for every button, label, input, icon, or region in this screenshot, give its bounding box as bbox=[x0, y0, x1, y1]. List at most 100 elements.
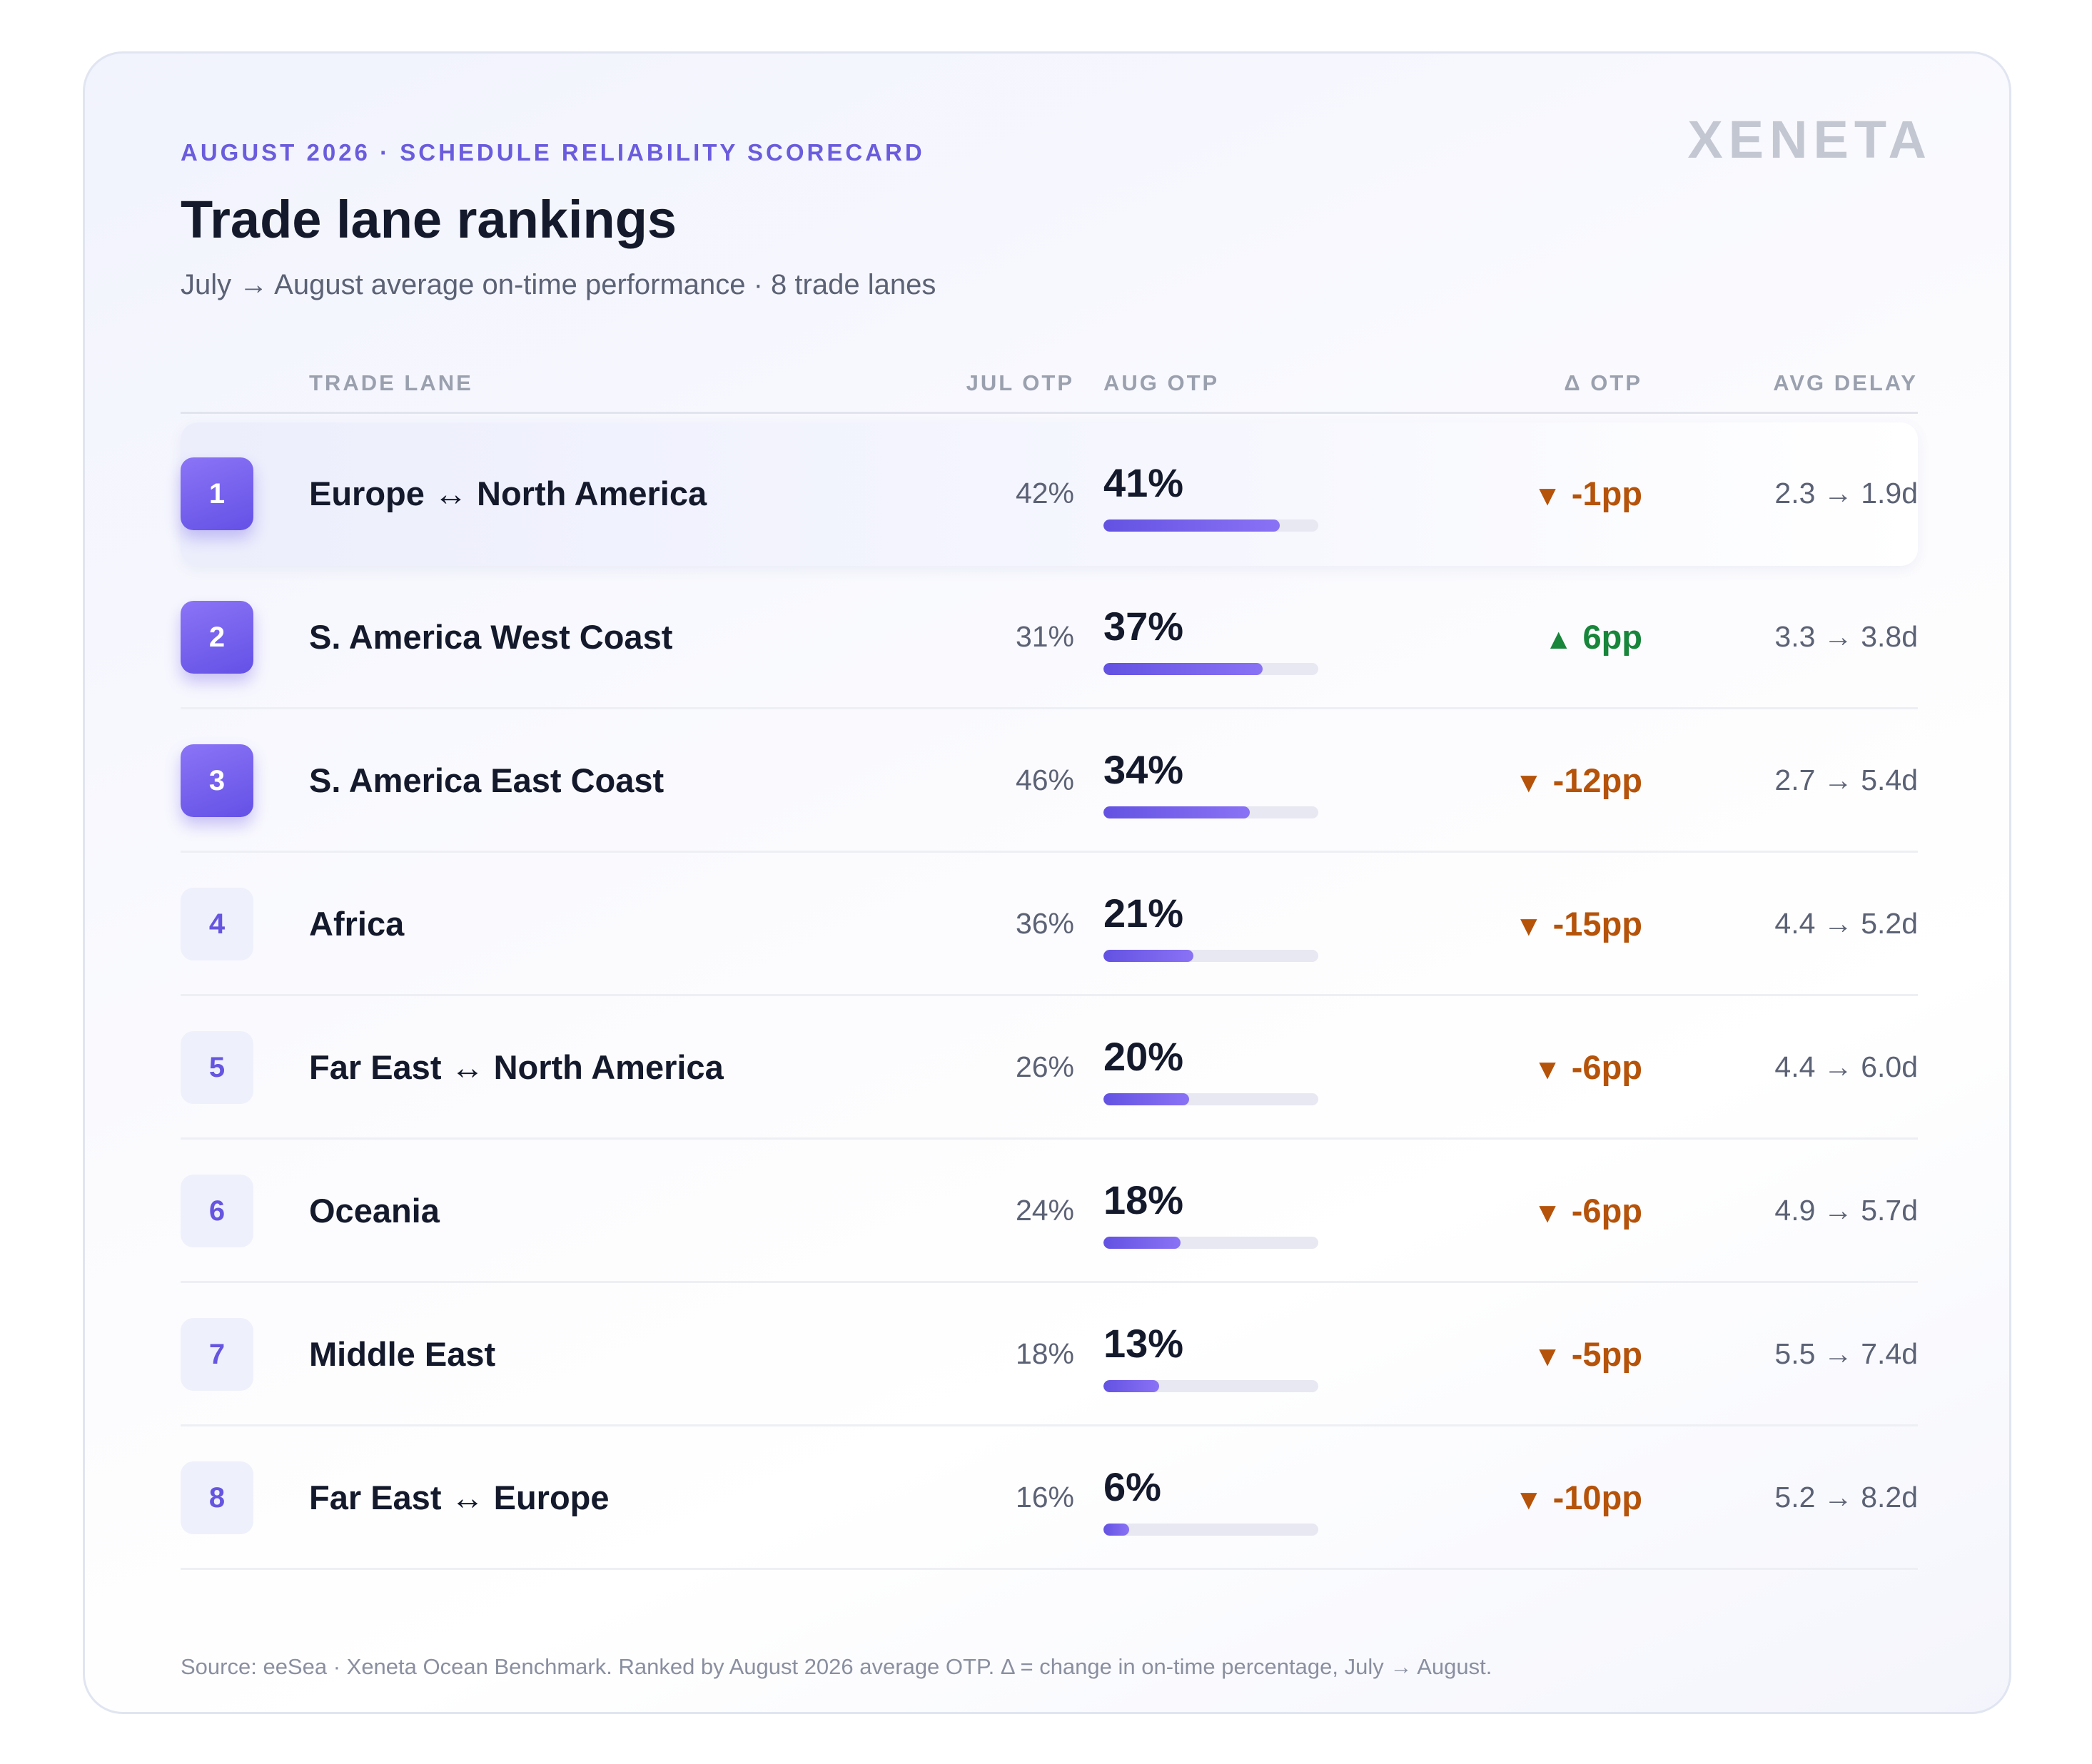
delta-otp: ▲ 6pp bbox=[1545, 617, 1642, 657]
trade-lane-name: Far East ↔ Europe bbox=[309, 1479, 610, 1516]
triangle-down-icon: ▼ bbox=[1533, 1197, 1562, 1229]
page-title: Trade lane rankings bbox=[181, 190, 677, 249]
delta-otp: ▼ -15pp bbox=[1515, 904, 1642, 943]
rank-badge: 8 bbox=[181, 1461, 253, 1534]
aug-otp-bar bbox=[1103, 1524, 1130, 1536]
delta-otp-value: 6pp bbox=[1582, 618, 1642, 656]
aug-otp-bar-track bbox=[1103, 519, 1318, 532]
column-header-delay: AVG DELAY bbox=[1773, 370, 1918, 395]
aug-otp-value: 21% bbox=[1103, 891, 1184, 936]
aug-otp-bar bbox=[1103, 1237, 1181, 1249]
avg-delay-value: 4.4 → 6.0d bbox=[1774, 1050, 1918, 1083]
aug-otp-value: 6% bbox=[1103, 1464, 1161, 1509]
table-row: 7 Middle East 18% 13% ▼ -5pp 5.5 → 7.4d bbox=[181, 1283, 1918, 1426]
triangle-down-icon: ▼ bbox=[1533, 1054, 1562, 1085]
aug-otp-bar-track bbox=[1103, 1237, 1318, 1249]
triangle-up-icon: ▲ bbox=[1544, 624, 1573, 655]
table-row: 4 Africa 36% 21% ▼ -15pp 4.4 → 5.2d bbox=[181, 853, 1918, 996]
column-header-lane: TRADE LANE bbox=[309, 370, 473, 395]
delta-otp: ▼ -5pp bbox=[1533, 1334, 1642, 1374]
delta-otp-value: -5pp bbox=[1571, 1335, 1642, 1373]
rank-badge: 2 bbox=[181, 601, 253, 674]
trade-lane-name: Africa bbox=[309, 905, 405, 943]
aug-otp-bar-track bbox=[1103, 806, 1318, 818]
aug-otp-bar-track bbox=[1103, 950, 1318, 962]
avg-delay-value: 4.9 → 5.7d bbox=[1774, 1194, 1918, 1227]
aug-otp-value: 41% bbox=[1103, 460, 1184, 505]
column-header-aug: AUG OTP bbox=[1103, 370, 1220, 395]
table-body: 1 Europe ↔ North America 42% 41% ▼ -1pp 2.3 → … bbox=[181, 422, 1918, 1570]
table-row: 1 Europe ↔ North America 42% 41% ▼ -1pp 2.3 → … bbox=[181, 422, 1918, 566]
scorecard-card: AUGUST 2026 · SCHEDULE RELIABILITY SCORE… bbox=[83, 51, 2011, 1714]
jul-otp-value: 18% bbox=[1015, 1337, 1074, 1370]
delta-otp-value: -15pp bbox=[1552, 905, 1642, 943]
aug-otp-bar bbox=[1103, 806, 1250, 818]
aug-otp-bar bbox=[1103, 663, 1263, 675]
aug-otp-bar bbox=[1103, 519, 1280, 532]
column-header-delta: Δ OTP bbox=[1564, 370, 1642, 395]
delta-otp: ▼ -1pp bbox=[1533, 474, 1642, 513]
jul-otp-value: 31% bbox=[1015, 620, 1074, 653]
avg-delay-value: 5.5 → 7.4d bbox=[1774, 1337, 1918, 1370]
trade-lane-name: S. America West Coast bbox=[309, 618, 673, 656]
page-subtitle: July → August average on-time performanc… bbox=[181, 269, 936, 300]
delta-otp-value: -6pp bbox=[1571, 1048, 1642, 1086]
delta-otp-value: -1pp bbox=[1571, 475, 1642, 512]
triangle-down-icon: ▼ bbox=[1515, 767, 1543, 799]
jul-otp-value: 26% bbox=[1015, 1050, 1074, 1083]
avg-delay-value: 3.3 → 3.8d bbox=[1774, 620, 1918, 653]
trade-lane-name: Oceania bbox=[309, 1192, 440, 1230]
avg-delay-value: 5.2 → 8.2d bbox=[1774, 1481, 1918, 1514]
aug-otp-value: 37% bbox=[1103, 604, 1184, 649]
delta-otp-value: -6pp bbox=[1571, 1192, 1642, 1230]
jul-otp-value: 46% bbox=[1015, 764, 1074, 796]
trade-lane-name: Europe ↔ North America bbox=[309, 475, 707, 512]
brand-logo: XENETA bbox=[1687, 110, 1932, 169]
table-header: TRADE LANE JUL OTP AUG OTP Δ OTP AVG DEL… bbox=[181, 360, 1918, 414]
avg-delay-value: 2.3 → 1.9d bbox=[1774, 477, 1918, 510]
aug-otp-value: 20% bbox=[1103, 1034, 1184, 1079]
delta-otp-value: -10pp bbox=[1552, 1479, 1642, 1516]
delta-otp: ▼ -12pp bbox=[1515, 761, 1642, 800]
aug-otp-bar-track bbox=[1103, 1524, 1318, 1536]
aug-otp-bar bbox=[1103, 1380, 1160, 1392]
avg-delay-value: 2.7 → 5.4d bbox=[1774, 764, 1918, 796]
jul-otp-value: 24% bbox=[1015, 1194, 1074, 1227]
jul-otp-value: 36% bbox=[1015, 907, 1074, 940]
table-row: 2 S. America West Coast 31% 37% ▲ 6pp 3.3 → 3.… bbox=[181, 566, 1918, 709]
table-row: 8 Far East ↔ Europe 16% 6% ▼ -10pp 5.2 → 8.2d bbox=[181, 1426, 1918, 1570]
aug-otp-bar-track bbox=[1103, 1093, 1318, 1105]
aug-otp-value: 34% bbox=[1103, 747, 1184, 792]
aug-otp-bar bbox=[1103, 1093, 1190, 1105]
aug-otp-bar-track bbox=[1103, 1380, 1318, 1392]
eyebrow: AUGUST 2026 · SCHEDULE RELIABILITY SCORE… bbox=[181, 139, 925, 166]
rank-badge: 6 bbox=[181, 1175, 253, 1247]
delta-otp-value: -12pp bbox=[1552, 761, 1642, 799]
column-header-jul: JUL OTP bbox=[966, 370, 1074, 395]
rank-badge: 3 bbox=[181, 744, 253, 817]
table-row: 6 Oceania 24% 18% ▼ -6pp 4.9 → 5.7d bbox=[181, 1140, 1918, 1283]
jul-otp-value: 16% bbox=[1015, 1481, 1074, 1514]
rank-badge: 1 bbox=[181, 457, 253, 530]
triangle-down-icon: ▼ bbox=[1533, 1341, 1562, 1372]
delta-otp: ▼ -10pp bbox=[1515, 1478, 1642, 1517]
delta-otp: ▼ -6pp bbox=[1533, 1191, 1642, 1230]
jul-otp-value: 42% bbox=[1015, 477, 1074, 510]
avg-delay-value: 4.4 → 5.2d bbox=[1774, 907, 1918, 940]
triangle-down-icon: ▼ bbox=[1533, 480, 1562, 512]
footnote: Source: eeSea · Xeneta Ocean Benchmark. … bbox=[181, 1654, 1492, 1679]
table-row: 5 Far East ↔ North America 26% 20% ▼ -6pp 4.4 … bbox=[181, 996, 1918, 1140]
table-row: 3 S. America East Coast 46% 34% ▼ -12pp 2.7 → … bbox=[181, 709, 1918, 853]
trade-lane-name: Middle East bbox=[309, 1335, 496, 1373]
aug-otp-value: 13% bbox=[1103, 1321, 1184, 1366]
rank-badge: 4 bbox=[181, 888, 253, 960]
aug-otp-value: 18% bbox=[1103, 1177, 1184, 1222]
triangle-down-icon: ▼ bbox=[1515, 1484, 1543, 1516]
rank-badge: 5 bbox=[181, 1031, 253, 1104]
rank-badge: 7 bbox=[181, 1318, 253, 1391]
aug-otp-bar bbox=[1103, 950, 1194, 962]
triangle-down-icon: ▼ bbox=[1515, 911, 1543, 942]
trade-lane-name: S. America East Coast bbox=[309, 761, 665, 799]
delta-otp: ▼ -6pp bbox=[1533, 1048, 1642, 1087]
aug-otp-bar-track bbox=[1103, 663, 1318, 675]
